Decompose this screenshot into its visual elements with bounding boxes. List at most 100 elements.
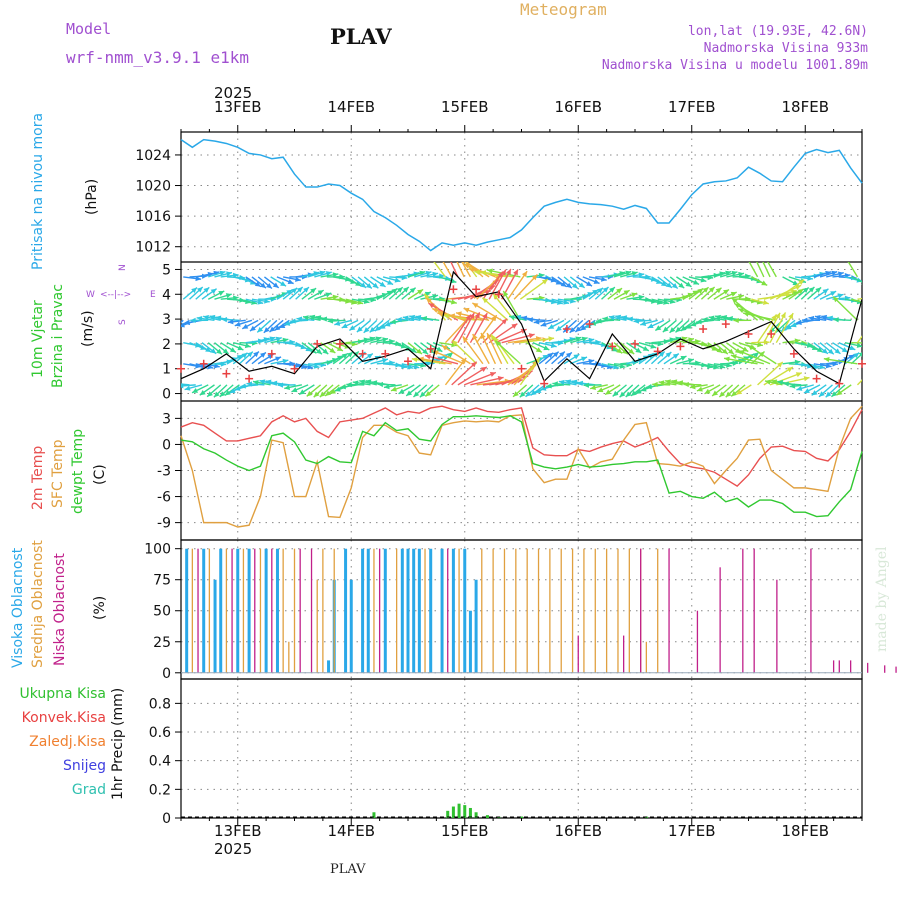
- wind-arrow: [320, 294, 339, 300]
- model-label: Model: [66, 20, 112, 38]
- wind-arrow-head: [609, 287, 615, 293]
- wind-arrow: [713, 288, 730, 300]
- wind-arrow: [442, 262, 453, 278]
- wind-arrow-head: [677, 380, 684, 386]
- precip-legend-item: Zaledj.Kisa: [29, 734, 106, 750]
- wind-arrow-head: [309, 314, 316, 320]
- wind-arrow: [601, 286, 616, 300]
- wind-arrow: [826, 271, 844, 278]
- wind-arrow-head: [548, 336, 555, 342]
- wind-arrow: [424, 384, 440, 397]
- wind-arrow-head: [725, 391, 732, 398]
- wind-arrow-shaft: [424, 354, 459, 365]
- wind-arrow: [246, 381, 265, 387]
- wind-arrow-head: [310, 288, 317, 294]
- wind-arrow-head: [721, 315, 728, 321]
- wind-arrow-head: [621, 315, 628, 321]
- wind-arrow-head: [760, 247, 765, 253]
- wind-arrow-head: [322, 348, 329, 355]
- wind-arrow: [363, 319, 378, 334]
- wind-arrow-head: [623, 290, 630, 296]
- wind-arrows: [181, 247, 892, 398]
- wind-arrow-head: [685, 281, 692, 287]
- wind-arrow-head: [406, 390, 413, 396]
- wind-arrow-head: [379, 281, 386, 287]
- wind-arrow-head: [432, 307, 439, 313]
- wind-arrow-head: [803, 388, 810, 393]
- wind-arrow: [390, 384, 409, 392]
- wind-arrow-head: [712, 390, 719, 396]
- wind-arrow-head: [215, 315, 222, 321]
- wind-arrow: [647, 319, 665, 329]
- wind-arrow-head: [734, 348, 741, 354]
- wind-arrow-shaft: [763, 312, 781, 344]
- wind-arrow-head: [366, 353, 373, 359]
- wind-arrow-head: [612, 390, 619, 397]
- wind-arrow: [451, 339, 478, 365]
- wind-arrow-head: [747, 345, 754, 351]
- wind-arrow: [658, 380, 677, 386]
- wind-arrow-head: [886, 293, 892, 298]
- wind-arrow-head: [363, 327, 370, 333]
- wind-arrow-head: [834, 348, 841, 354]
- wind-arrow-head: [506, 268, 511, 275]
- wind-arrow: [718, 384, 734, 398]
- top-date-label-17feb: 17FEB: [668, 98, 716, 116]
- wind-arrow: [488, 269, 507, 300]
- wind-arrow: [664, 379, 683, 386]
- wind-arrow-head: [708, 287, 715, 293]
- wind-arrow: [220, 342, 237, 353]
- wind-arrow: [480, 270, 515, 278]
- wind-arrow: [321, 316, 340, 322]
- wind-arrow: [726, 271, 745, 278]
- wind-arrow-shaft: [775, 312, 794, 344]
- wind-arrow-head: [360, 282, 367, 288]
- wind-arrow: [696, 384, 715, 392]
- wind-arrow: [764, 379, 783, 386]
- wind-arrow-head: [287, 279, 294, 284]
- wind-arrow: [332, 352, 349, 365]
- wind-arrow: [370, 337, 389, 344]
- wind-arrow: [363, 276, 379, 289]
- wind-arrow-head: [521, 315, 528, 321]
- wind-arrow: [264, 336, 282, 344]
- wind-arrow-head: [247, 351, 253, 358]
- wind-arrow: [708, 315, 727, 322]
- wind-arrow-shaft: [851, 298, 862, 303]
- wind-arrow-head: [306, 390, 313, 397]
- wind-arrow: [725, 384, 740, 398]
- y-tick-label: 0.2: [149, 782, 171, 798]
- precip-bar: [474, 812, 478, 818]
- wind-arrow: [626, 294, 645, 300]
- wind-arrow-head: [489, 372, 496, 377]
- bottom-year-label: 2025: [214, 840, 253, 858]
- wind-arrow-head: [316, 348, 322, 355]
- wind-arrow: [326, 342, 344, 352]
- wind-arrow-head: [833, 296, 839, 303]
- wind-arrow: [346, 381, 365, 388]
- wind-arrow: [388, 286, 404, 300]
- wind-arrow: [376, 290, 393, 300]
- wind-arrow-head: [437, 311, 444, 317]
- wind-arrow: [201, 288, 218, 300]
- wind-arrow: [723, 356, 758, 365]
- wind-arrow-shaft: [723, 357, 758, 365]
- wind-arrow-head: [341, 353, 348, 359]
- wind-arrow: [370, 358, 389, 365]
- wind-arrow-head: [196, 286, 203, 293]
- wind-arrow: [227, 319, 246, 325]
- wind-arrow: [257, 276, 273, 290]
- wind-arrow-head: [719, 391, 726, 398]
- wind-arrow-head: [588, 358, 595, 364]
- wind-arrow: [563, 276, 579, 290]
- wind-arrow: [796, 384, 814, 391]
- wind-arrow-head: [428, 303, 435, 309]
- wind-arrow-head: [209, 314, 216, 320]
- wind-arrow-head: [402, 286, 409, 293]
- lonlat-label: lon,lat (19.93E, 42.6N): [687, 24, 868, 39]
- wind-arrow: [819, 270, 838, 278]
- wind-arrow-head: [491, 315, 497, 322]
- wind-arrow-head: [672, 353, 679, 359]
- wind-arrow: [226, 342, 244, 351]
- wind-arrow-shaft: [494, 340, 521, 365]
